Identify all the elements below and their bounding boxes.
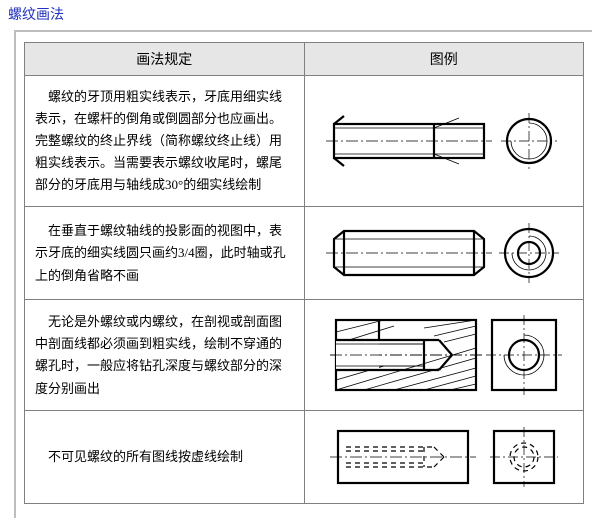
thread-section-figure — [324, 310, 564, 400]
rule-text: 无论是外螺纹或内螺纹，在剖视或剖面图中剖面线都必须画到粗实线，绘制不穿通的螺孔时… — [25, 300, 305, 411]
thread-hidden-figure — [324, 421, 564, 493]
rule-text: 不可见螺纹的所有图线按虚线绘制 — [25, 411, 305, 504]
table-row: 螺纹的牙顶用粗实线表示，牙底用细实线表示，在螺杆的倒角或倒圆部分也应画出。完整螺… — [25, 76, 584, 207]
figure-cell — [304, 411, 584, 504]
content-frame: 画法规定 图例 螺纹的牙顶用粗实线表示，牙底用细实线表示，在螺杆的倒角或倒圆部分… — [14, 30, 592, 518]
figure-cell — [304, 76, 584, 207]
col-header-rules: 画法规定 — [25, 43, 305, 76]
rule-text: 在垂直于螺纹轴线的投影面的视图中，表示牙底的细实线圆只画约3/4圈，此时轴或孔上… — [25, 207, 305, 300]
rules-table: 画法规定 图例 螺纹的牙顶用粗实线表示，牙底用细实线表示，在螺杆的倒角或倒圆部分… — [24, 42, 584, 504]
figure-cell — [304, 207, 584, 300]
col-header-figure: 图例 — [304, 43, 584, 76]
figure-cell — [304, 300, 584, 411]
thread-endview-figure — [324, 217, 564, 289]
table-row: 在垂直于螺纹轴线的投影面的视图中，表示牙底的细实线圆只画约3/4圈，此时轴或孔上… — [25, 207, 584, 300]
table-row: 不可见螺纹的所有图线按虚线绘制 — [25, 411, 584, 504]
thread-external-figure — [324, 106, 564, 176]
table-row: 无论是外螺纹或内螺纹，在剖视或剖面图中剖面线都必须画到粗实线，绘制不穿通的螺孔时… — [25, 300, 584, 411]
page-title: 螺纹画法 — [0, 0, 600, 30]
rule-text: 螺纹的牙顶用粗实线表示，牙底用细实线表示，在螺杆的倒角或倒圆部分也应画出。完整螺… — [25, 76, 305, 207]
